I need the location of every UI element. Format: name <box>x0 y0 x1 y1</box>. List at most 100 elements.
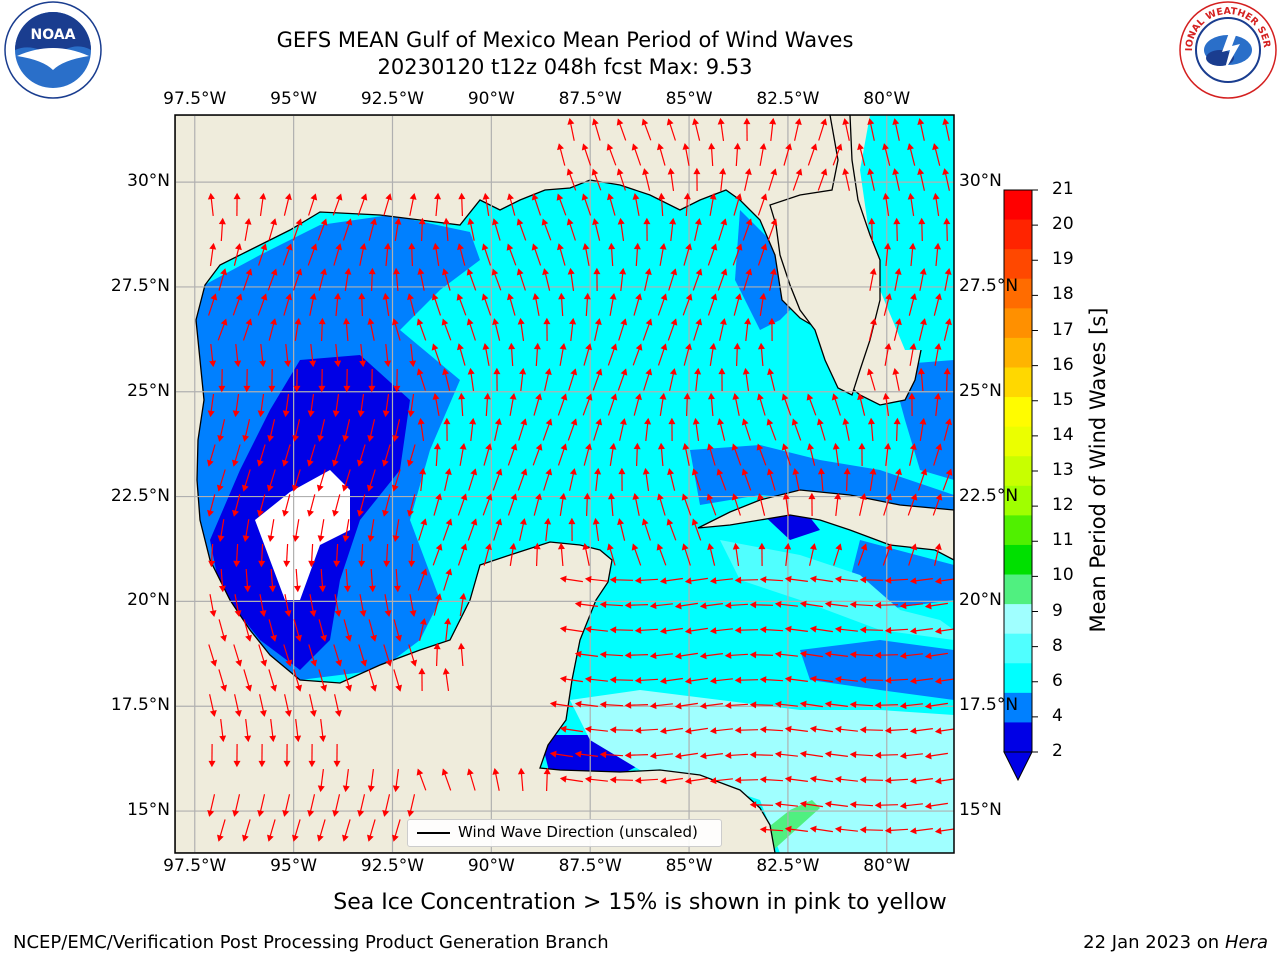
wind-wave-arrowhead <box>756 393 764 401</box>
wind-wave-arrowhead <box>209 360 217 368</box>
wind-wave-arrowhead <box>774 650 782 658</box>
wind-wave-arrowhead <box>599 751 607 759</box>
wind-wave-arrowhead <box>559 575 567 583</box>
wind-wave-arrowhead <box>233 760 241 768</box>
wind-wave-arrowhead <box>909 242 917 250</box>
wind-wave-arrowhead <box>834 625 842 633</box>
wind-wave-arrowhead <box>407 410 415 418</box>
wind-wave-arrowhead <box>934 242 942 250</box>
wind-wave-arrowhead <box>649 602 657 610</box>
wind-wave-arrowhead <box>694 367 702 375</box>
colorbar-segment <box>1004 692 1032 723</box>
wind-wave-arrowhead <box>770 218 778 226</box>
wind-wave-arrowhead <box>724 751 732 759</box>
wind-wave-arrowhead <box>641 118 649 126</box>
wind-wave-arrowhead <box>884 826 892 834</box>
wind-wave-arrowhead <box>583 292 591 300</box>
wind-wave-arrowhead <box>735 293 742 301</box>
wind-wave-arrowhead <box>341 484 349 492</box>
wind-wave-arrowhead <box>316 484 324 492</box>
wind-wave-arrowhead <box>207 809 215 817</box>
lon-tick-label-bottom: 80°W <box>863 856 911 876</box>
wind-wave-arrowhead <box>295 634 302 642</box>
wind-wave-arrowhead <box>519 518 527 526</box>
wind-wave-arrowhead <box>283 560 291 568</box>
wind-wave-arrowhead <box>884 776 892 784</box>
wind-wave-arrowhead <box>742 367 750 375</box>
wind-wave-arrowhead <box>542 268 550 276</box>
wind-wave-arrowhead <box>443 417 451 425</box>
wind-wave-arrowhead <box>466 768 474 776</box>
wind-wave-arrowhead <box>419 618 427 626</box>
wind-wave-arrowhead <box>560 443 568 451</box>
colorbar-segment <box>1004 456 1032 487</box>
wind-wave-arrowhead <box>535 393 543 401</box>
wind-wave-arrowhead <box>510 443 518 451</box>
wind-wave-arrowhead <box>709 342 717 350</box>
wind-wave-arrowhead <box>659 577 667 585</box>
wind-wave-arrowhead <box>817 467 825 475</box>
wind-wave-arrowhead <box>481 293 489 301</box>
wind-wave-arrowhead <box>884 726 892 734</box>
wind-wave-arrowhead <box>344 267 352 275</box>
wind-wave-arrowhead <box>334 292 342 300</box>
colorbar-tick-label: 11 <box>1052 530 1074 551</box>
wind-wave-arrowhead <box>407 809 415 817</box>
wind-wave-arrowhead <box>934 827 942 835</box>
wind-wave-arrowhead <box>583 492 591 500</box>
wind-wave-arrowhead <box>558 292 566 300</box>
lat-tick-label-left: 25°N <box>127 380 170 401</box>
wind-wave-arrowhead <box>634 576 642 584</box>
wind-wave-arrowhead <box>460 493 468 501</box>
wind-wave-arrowhead <box>335 243 343 251</box>
wind-wave-arrowhead <box>510 493 518 501</box>
wind-wave-arrowhead <box>759 776 767 784</box>
wind-wave-arrowhead <box>832 442 840 450</box>
wind-wave-arrowhead <box>392 535 400 543</box>
wind-wave-arrowhead <box>599 601 607 609</box>
wind-wave-arrowhead <box>656 493 664 501</box>
wind-wave-arrowhead <box>892 118 900 126</box>
wind-wave-arrowhead <box>584 775 592 783</box>
wind-wave-arrowhead <box>619 267 627 275</box>
wind-wave-arrowhead <box>649 752 657 760</box>
colorbar-segment <box>1004 544 1032 576</box>
wind-wave-arrowhead <box>245 268 253 276</box>
wind-wave-arrowhead <box>781 393 789 401</box>
wind-wave-arrowhead <box>884 242 892 250</box>
wind-wave-arrowhead <box>285 293 293 301</box>
wind-wave-arrowhead <box>684 627 692 635</box>
wind-wave-arrowhead <box>567 267 575 275</box>
wind-wave-arrowhead <box>335 193 343 201</box>
wind-wave-arrowhead <box>669 368 677 376</box>
wind-wave-arrowhead <box>442 368 450 376</box>
wind-wave-arrowhead <box>710 293 718 301</box>
colorbar-tick-label: 10 <box>1052 565 1074 586</box>
wind-wave-arrowhead <box>634 726 642 734</box>
wind-wave-arrowhead <box>885 293 892 301</box>
colorbar-segment <box>1004 604 1032 635</box>
wind-wave-arrowhead <box>320 268 327 276</box>
wind-wave-arrowhead <box>934 627 942 635</box>
wind-wave-arrowhead <box>282 410 290 418</box>
wind-wave-arrowhead <box>735 193 743 201</box>
colorbar-segment <box>1004 663 1032 694</box>
wind-wave-arrowhead <box>749 751 757 759</box>
wind-wave-arrowhead <box>343 385 351 393</box>
wind-wave-arrowhead <box>849 651 857 659</box>
wind-wave-arrowhead <box>382 509 389 517</box>
wind-wave-arrowhead <box>924 802 932 810</box>
lon-tick-label-top: 97.5°W <box>163 89 227 109</box>
colorbar-tick-label: 16 <box>1052 354 1074 375</box>
wind-wave-arrowhead <box>559 775 567 783</box>
wind-wave-arrowhead <box>709 192 717 200</box>
wind-wave-arrowhead <box>232 509 239 517</box>
lon-tick-label-bottom: 95°W <box>270 856 318 876</box>
wind-wave-arrowhead <box>574 600 582 608</box>
wind-wave-arrowhead <box>493 367 501 375</box>
wind-wave-arrowhead <box>406 459 414 467</box>
wind-wave-arrowhead <box>209 709 217 717</box>
wind-wave-arrowhead <box>759 626 767 634</box>
wind-wave-arrowhead <box>207 509 214 517</box>
wind-wave-arrowhead <box>867 168 875 176</box>
